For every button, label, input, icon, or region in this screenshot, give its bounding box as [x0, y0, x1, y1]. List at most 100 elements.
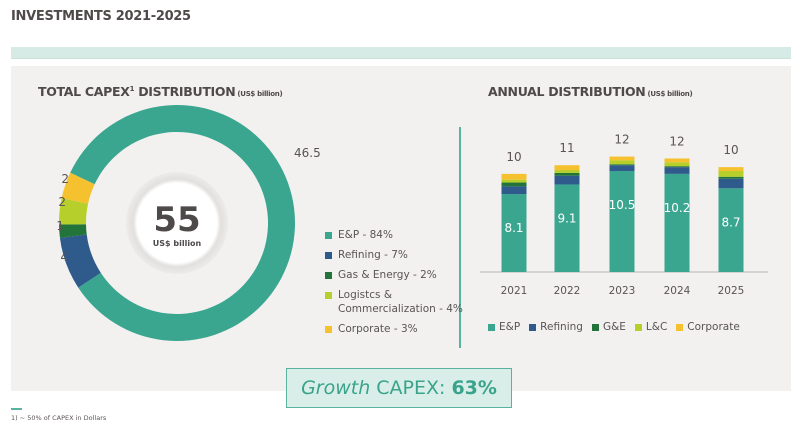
legend-swatch	[591, 323, 599, 331]
bar-segment-ep	[664, 173, 690, 272]
legend-label: G&E	[602, 321, 626, 333]
x-tick-label: 2021	[501, 285, 528, 297]
donut-slice-label: 2	[58, 195, 66, 209]
growth-capex-badge: Growth CAPEX: 63%	[286, 368, 512, 408]
growth-label: CAPEX:	[376, 377, 446, 399]
bar-segment-corporate	[664, 158, 690, 163]
donut-title-main: TOTAL CAPEX	[38, 84, 130, 99]
donut-chart: 46.5 4 1 2 2	[56, 105, 321, 342]
donut-slice-label: 2	[61, 172, 69, 186]
bar-value-label: 10.5	[609, 198, 636, 212]
legend-item-refining: Refining - 7%	[325, 248, 463, 262]
bar-segment-lc	[609, 160, 635, 165]
legend-label: Refining - 7%	[338, 249, 408, 261]
bar-segment-ge	[664, 166, 690, 168]
bar-value-label: 10.2	[664, 201, 691, 215]
legend-swatch	[325, 326, 332, 333]
legend-label: Corporate - 3%	[338, 323, 418, 335]
legend-swatch	[325, 292, 332, 299]
legend-swatch	[325, 252, 332, 259]
bar-segment-corporate	[554, 165, 580, 171]
bar-segment-ep	[554, 184, 580, 272]
legend-label: L&C	[645, 321, 668, 333]
legend-item-ep: E&P - 84%	[325, 228, 463, 242]
page-title: INVESTMENTS 2021-2025	[11, 9, 191, 24]
bar-title-main: ANNUAL DISTRIBUTION	[488, 84, 646, 99]
legend-label: E&P	[499, 321, 521, 333]
growth-value: 63%	[451, 377, 497, 399]
legend-item-gas-energy: Gas & Energy - 2%	[325, 268, 463, 282]
bar-segment-ep	[718, 188, 744, 272]
bar-segment-ge	[718, 176, 744, 179]
legend-label: E&P - 84%	[338, 229, 393, 241]
bar-legend: E&P Refining G&E L&C Corporate	[488, 321, 749, 333]
bar-section-title: ANNUAL DISTRIBUTION (US$ billion)	[488, 84, 693, 99]
x-tick-label: 2023	[609, 285, 636, 297]
bar-segment-corporate	[501, 173, 527, 180]
growth-italic: Growth	[301, 377, 371, 399]
donut-section-title: TOTAL CAPEX1 DISTRIBUTION (US$ billion)	[38, 84, 283, 99]
bar-value-label: 9.1	[557, 211, 576, 225]
legend-label: Gas & Energy - 2%	[338, 269, 437, 281]
bar-chart: 10 8.1 2021 11 9.1 2022 12 10.5 2023 12 10.2 2024 10…	[480, 133, 768, 297]
bar-segment-refining	[501, 186, 527, 195]
footnote-ref: 1	[129, 84, 135, 93]
donut-slice-gas-energy	[59, 224, 87, 238]
footnote: 1) ~ 50% of CAPEX in Dollars	[11, 414, 107, 422]
bar-legend-item-refining: Refining	[529, 321, 583, 333]
bar-unit: (US$ billion)	[647, 90, 693, 98]
header-band	[11, 47, 791, 59]
donut-slice-refining	[59, 234, 101, 288]
legend-item-corporate: Corporate - 3%	[325, 322, 463, 336]
bar-segment-lc	[501, 179, 527, 183]
bar-total-label: 11	[559, 141, 574, 155]
bar-segment-refining	[664, 167, 690, 174]
legend-label: Refining	[540, 321, 583, 333]
bar-segment-ge	[501, 182, 527, 187]
donut-legend: E&P - 84% Refining - 7% Gas & Energy - 2…	[325, 228, 463, 342]
donut-center-value: 55	[153, 200, 200, 240]
legend-label: Logistcs & Commercialization - 4%	[338, 289, 463, 315]
bar-segment-refining	[718, 178, 744, 189]
bar-segment-lc	[664, 162, 690, 167]
donut-center-unit: US$ billion	[153, 239, 202, 248]
bar-legend-item-ep: E&P	[488, 321, 520, 333]
bar-total-label: 12	[614, 133, 629, 147]
x-tick-label: 2025	[718, 285, 745, 297]
bar-segment-ge	[609, 164, 635, 166]
donut-slice-label: 4	[60, 250, 68, 264]
x-tick-label: 2022	[554, 285, 581, 297]
bar-legend-item-lc: L&C	[634, 321, 668, 333]
bar-segment-lc	[718, 170, 744, 177]
bar-segment-refining	[609, 165, 635, 171]
bar-value-label: 8.7	[721, 215, 740, 229]
legend-swatch	[676, 323, 684, 331]
bar-segment-ep	[501, 194, 527, 272]
section-divider	[459, 127, 461, 348]
bar-segment-ge	[554, 172, 580, 176]
donut-unit: (US$ billion)	[237, 90, 283, 98]
bar-segment-ep	[609, 170, 635, 272]
legend-swatch	[488, 323, 495, 331]
donut-slice-label: 46.5	[294, 146, 321, 160]
bar-segment-lc	[554, 170, 580, 173]
legend-swatch	[325, 232, 332, 239]
x-tick-label: 2024	[664, 285, 691, 297]
donut-center-disc	[126, 172, 228, 274]
legend-swatch	[325, 272, 332, 279]
legend-swatch	[634, 323, 642, 331]
bar-value-label: 8.1	[504, 221, 523, 235]
footnote-rule	[11, 408, 22, 410]
legend-label: Corporate	[687, 321, 740, 333]
bar-segment-refining	[554, 175, 580, 185]
bar-total-label: 10	[723, 143, 738, 157]
legend-swatch	[529, 323, 537, 331]
bar-total-label: 10	[506, 150, 521, 164]
donut-slice-corporate	[61, 172, 95, 204]
donut-slice-logistics	[59, 198, 89, 225]
legend-item-logistics: Logistcs & Commercialization - 4%	[325, 288, 463, 316]
bar-segment-corporate	[609, 156, 635, 161]
bar-total-label: 12	[669, 134, 684, 148]
donut-title-rest: DISTRIBUTION	[134, 84, 236, 99]
